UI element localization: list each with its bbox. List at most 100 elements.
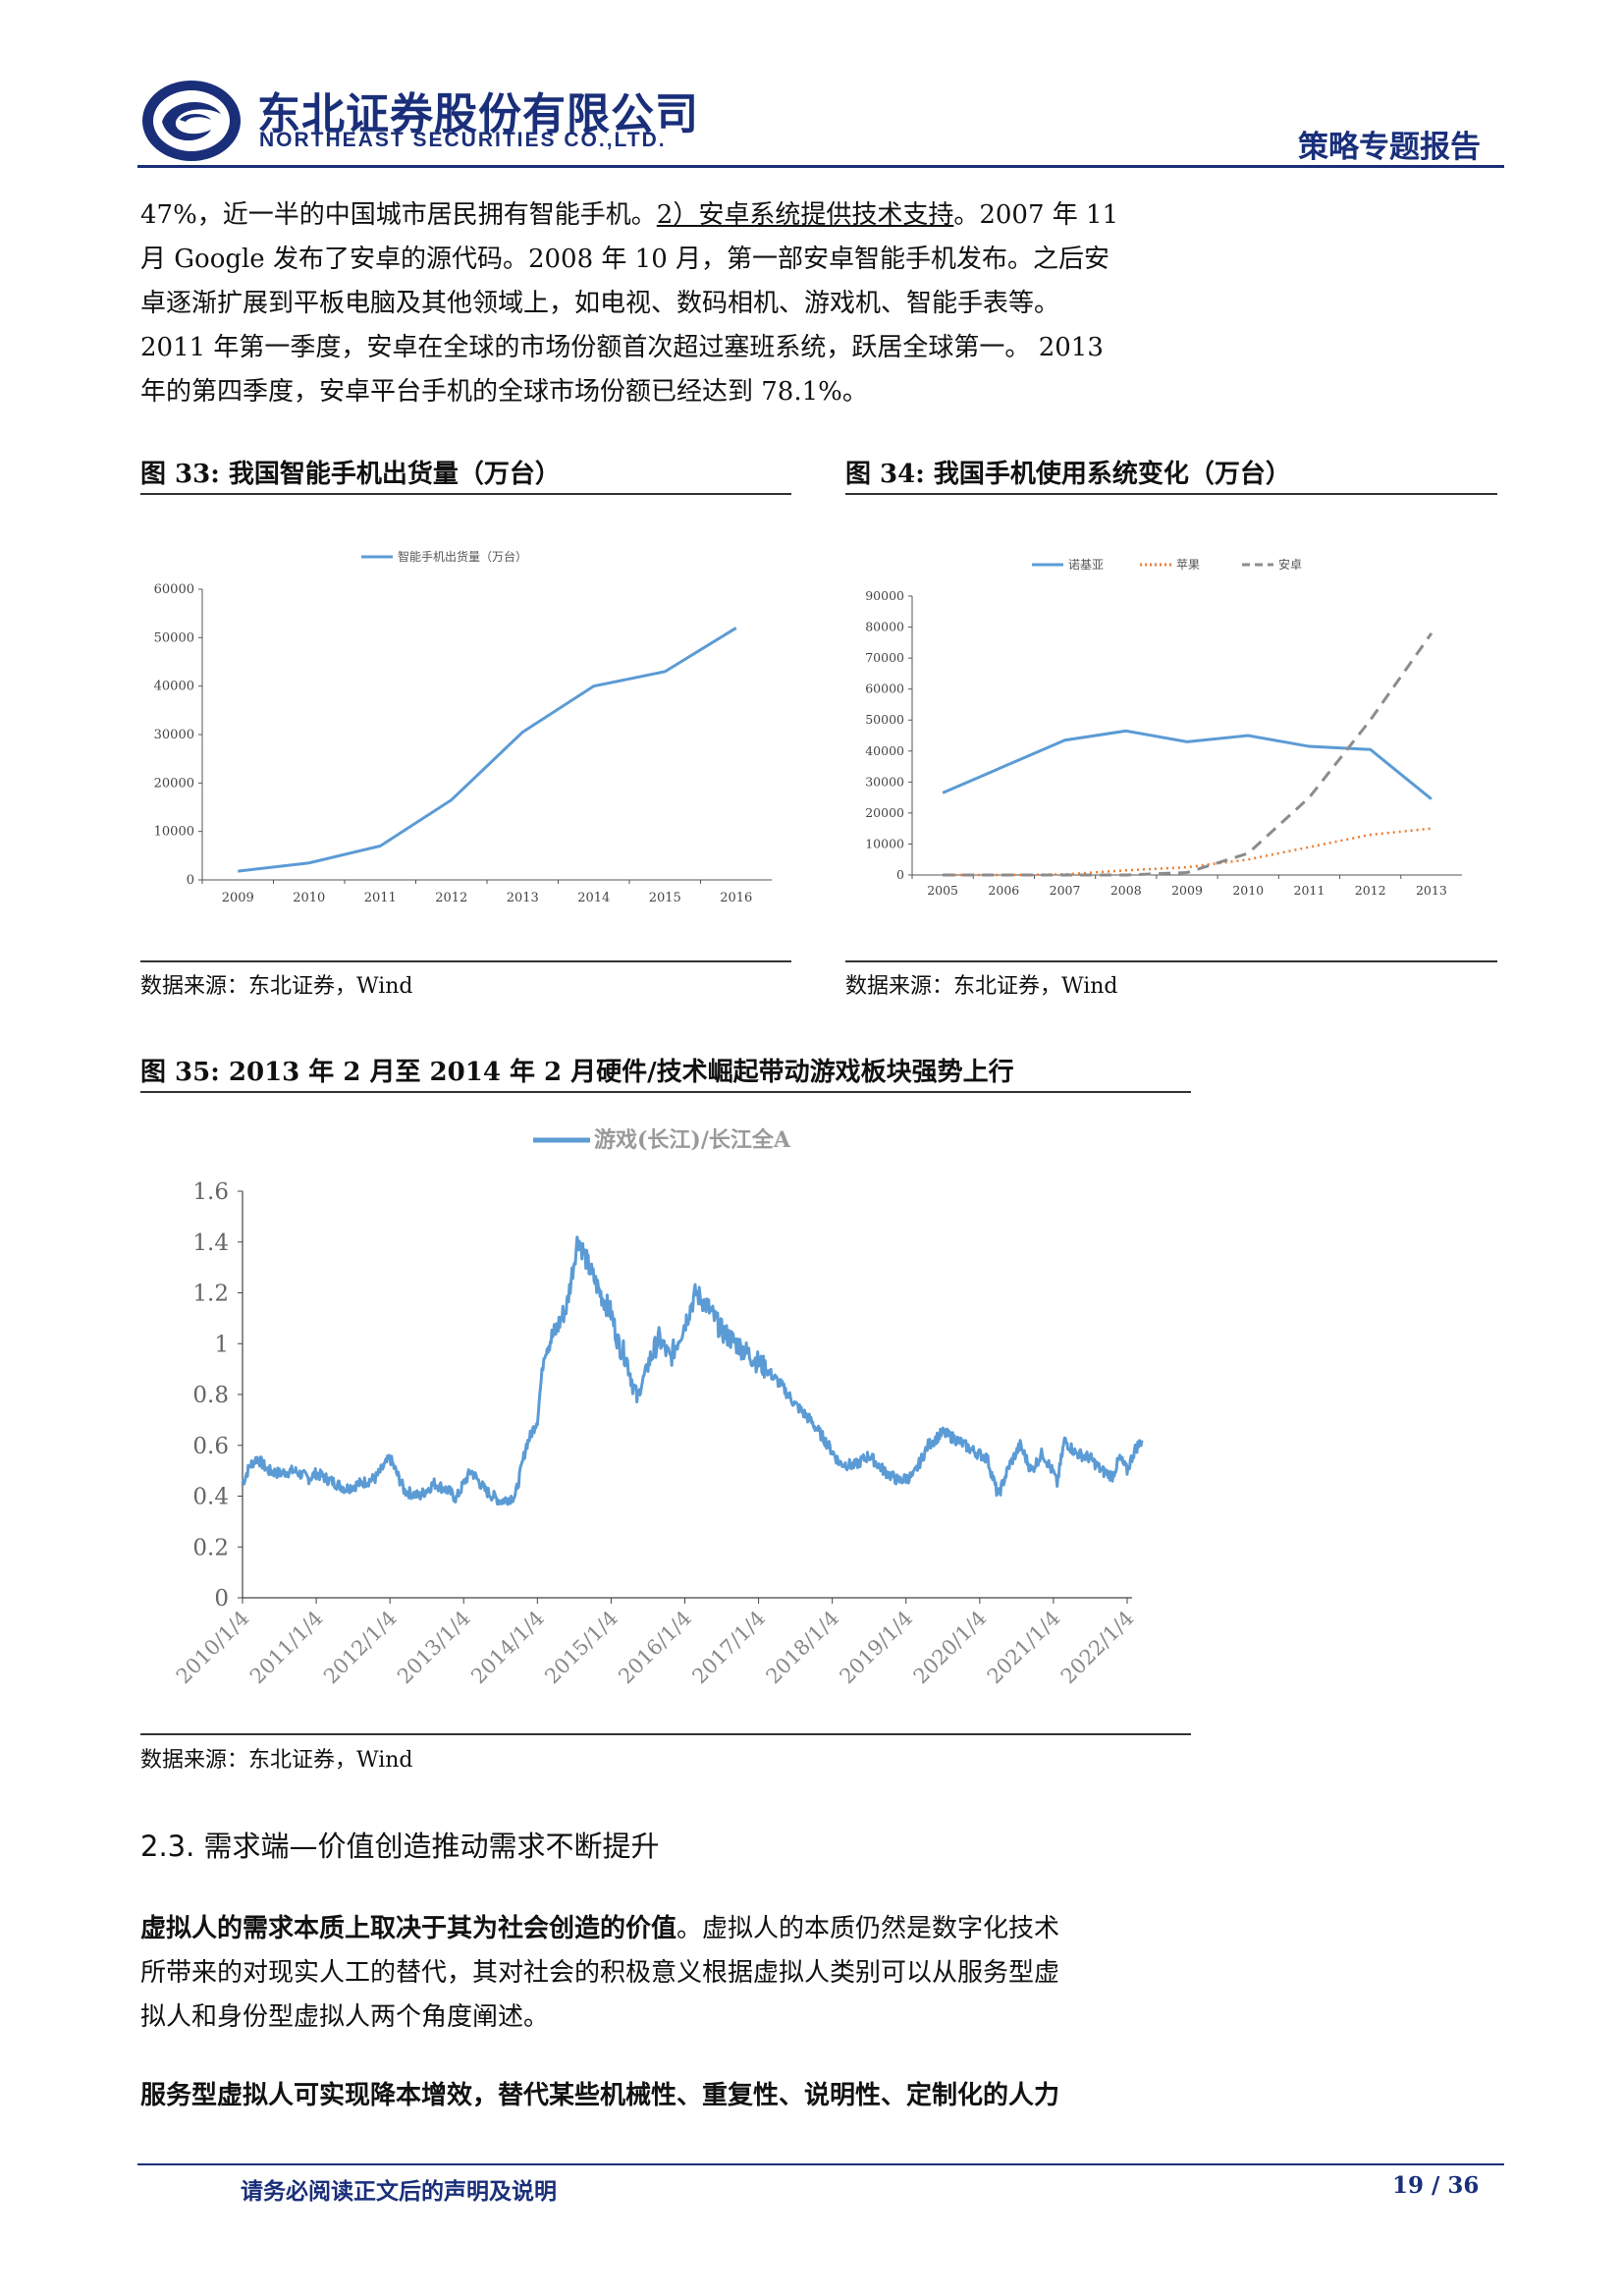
x-tick-label: 2020/1/4 [909,1607,992,1689]
report-type: 策略专题报告 [1298,130,1481,165]
x-tick-label: 2014/1/4 [466,1607,549,1689]
y-tick-label: 60000 [154,582,194,597]
y-tick-label: 0.2 [192,1535,229,1560]
intro-line-2: 月 Google 发布了安卓的源代码。2008 年 10 月，第一部安卓智能手机… [140,245,1109,274]
x-tick-label: 2019/1/4 [836,1607,918,1689]
x-tick-label: 2015/1/4 [540,1607,622,1689]
y-tick-label: 90000 [865,588,904,603]
x-tick-label: 2010 [293,891,325,905]
legend-label: 游戏(长江)/长江全A [594,1127,791,1153]
fig33-chart: 0 10000 20000 30000 40000 50000 60000 2009 2010 2… [154,549,772,905]
y-tick-label: 30000 [865,774,904,789]
y-tick-label: 80000 [865,620,904,634]
x-tick-label: 2013/1/4 [393,1607,475,1689]
company-logo-icon [142,81,241,161]
body-line-3: 拟人和身份型虚拟人两个角度阐述。 [140,2002,550,2032]
body-bold-lead: 虚拟人的需求本质上取决于其为社会创造的价值 [140,1914,677,1943]
y-tick-label: 0 [896,867,904,882]
x-tick-label: 2008 [1110,883,1142,898]
fig34-title: 图 34: 我国手机使用系统变化（万台） [845,460,1291,489]
fig34-title-rule [845,493,1497,495]
y-tick-label: 0.4 [192,1485,229,1510]
x-tick-label: 2014 [577,891,610,905]
series-line-0 [942,729,1433,800]
header-rule [137,165,1504,168]
body-paragraph-1: 虚拟人的需求本质上取决于其为社会创造的价值。虚拟人的本质仍然是数字化技术 所带来… [140,1907,1181,2040]
y-tick-label: 1 [214,1332,229,1357]
footer-notice: 请务必阅读正文后的声明及说明 [241,2179,557,2205]
y-tick-label: 0.6 [192,1434,229,1459]
intro-line-3: 卓逐渐扩展到平板电脑及其他领域上，如电视、数码相机、游戏机、智能手表等。 [140,289,1060,318]
fig35-source: 数据来源：东北证券，Wind [140,1748,413,1773]
fig35-title-rule [140,1091,1191,1093]
intro-text: 。2007 年 11 [953,200,1119,230]
x-tick-label: 2017/1/4 [687,1607,770,1689]
x-tick-label: 2007 [1050,883,1081,898]
legend-label: 诺基亚 [1068,558,1104,572]
y-tick-label: 20000 [865,805,904,820]
fig35-title: 图 35: 2013 年 2 月至 2014 年 2 月硬件/技术崛起带动游戏板… [140,1058,1014,1087]
fig35-source-rule [140,1733,1191,1735]
y-tick-label: 10000 [154,825,194,840]
fig33-title-rule [140,493,791,495]
x-tick-label: 2011 [1294,883,1325,898]
intro-highlight: 2）安卓系统提供技术支持 [656,200,954,230]
body-line-2: 所带来的对现实人工的替代，其对社会的积极意义根据虚拟人类别可以从服务型虚 [140,1958,1060,1988]
legend-label: 安卓 [1278,557,1302,572]
y-tick-label: 20000 [154,776,194,791]
intro-line-1: 47%，近一半的中国城市居民拥有智能手机。2）安卓系统提供技术支持。2007 年… [140,193,1181,238]
y-tick-label: 1.6 [192,1179,229,1205]
company-name-en: NORTHEAST SECURITIES CO.,LTD. [259,129,667,151]
x-tick-label: 2012 [1355,883,1386,898]
x-tick-label: 2010 [1232,883,1264,898]
intro-text: 47%，近一半的中国城市居民拥有智能手机。 [140,200,657,230]
x-tick-label: 2005 [927,883,958,898]
body-line-1: 虚拟人的需求本质上取决于其为社会创造的价值。虚拟人的本质仍然是数字化技术 [140,1907,1181,1951]
fig35-chart: 00.20.40.60.811.21.41.62010/1/42011/1/42… [172,1127,1144,1689]
body-paragraph-2: 服务型虚拟人可实现降本增效，替代某些机械性、重复性、说明性、定制化的人力 [140,2081,1060,2110]
fig33-title: 图 33: 我国智能手机出货量（万台） [140,460,561,489]
intro-line-4: 2011 年第一季度，安卓在全球的市场份额首次超过塞班系统，跃居全球第一。 20… [140,333,1104,362]
x-tick-label: 2009 [1171,883,1203,898]
fig33-source-rule [140,960,791,962]
company-name-cn: 东北证券股份有限公司 [257,89,699,139]
fig34-source-rule [845,960,1497,962]
legend-label: 智能手机出货量（万台） [398,549,527,564]
intro-paragraph: 47%，近一半的中国城市居民拥有智能手机。2）安卓系统提供技术支持。2007 年… [140,193,1181,414]
footer-rule [137,2163,1504,2165]
y-tick-label: 50000 [154,630,194,645]
x-tick-label: 2018/1/4 [762,1607,844,1689]
y-tick-label: 60000 [865,682,904,696]
series-line-2 [943,632,1434,877]
x-tick-label: 2016 [720,891,752,905]
series-line-shipments [238,627,737,873]
x-tick-label: 2011/1/4 [245,1607,328,1689]
x-tick-label: 2013 [507,891,539,905]
y-tick-label: 0 [187,873,194,888]
y-tick-label: 0.8 [192,1383,229,1408]
body-text: 。虚拟人的本质仍然是数字化技术 [676,1914,1060,1943]
legend-label: 苹果 [1176,558,1200,572]
x-tick-label: 2012/1/4 [319,1607,402,1689]
x-tick-label: 2010/1/4 [172,1607,254,1689]
y-tick-label: 70000 [865,650,904,665]
y-tick-label: 10000 [865,836,904,850]
y-tick-label: 1.2 [192,1282,229,1307]
company-logo [140,79,243,163]
y-tick-label: 0 [214,1586,229,1612]
series-line-1 [943,827,1433,877]
fig33-source: 数据来源：东北证券，Wind [140,974,413,999]
section-heading: 2.3. 需求端—价值创造推动需求不断提升 [140,1830,660,1863]
x-tick-label: 2012 [435,891,467,905]
x-tick-label: 2009 [222,891,254,905]
y-tick-label: 40000 [865,743,904,758]
x-tick-label: 2006 [988,883,1019,898]
fig34-chart: 0 10000 20000 30000 40000 50000 60000 70000 8000… [865,557,1462,898]
fig34-source: 数据来源：东北证券，Wind [845,974,1118,999]
page-number: 19 / 36 [1392,2172,1480,2199]
x-tick-label: 2015 [649,891,681,905]
x-tick-label: 2022/1/4 [1056,1607,1139,1689]
intro-line-5: 年的第四季度，安卓平台手机的全球市场份额已经达到 78.1%。 [140,377,868,407]
y-tick-label: 40000 [154,680,194,694]
x-tick-label: 2016/1/4 [614,1607,696,1689]
